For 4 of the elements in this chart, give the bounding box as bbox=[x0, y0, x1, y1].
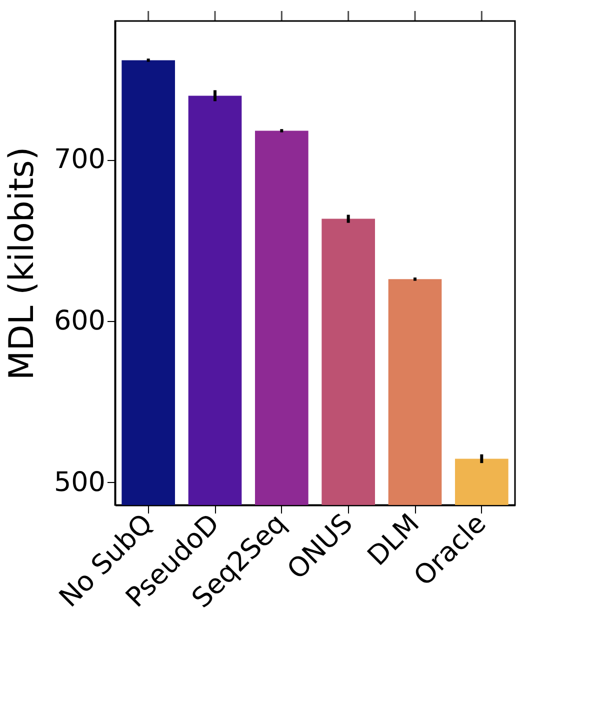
y-tick-label: 600 bbox=[54, 306, 106, 337]
y-axis-title: MDL (kilobits) bbox=[2, 146, 42, 380]
y-tick-label: 500 bbox=[54, 466, 106, 498]
y-tick-label: 700 bbox=[54, 144, 106, 176]
